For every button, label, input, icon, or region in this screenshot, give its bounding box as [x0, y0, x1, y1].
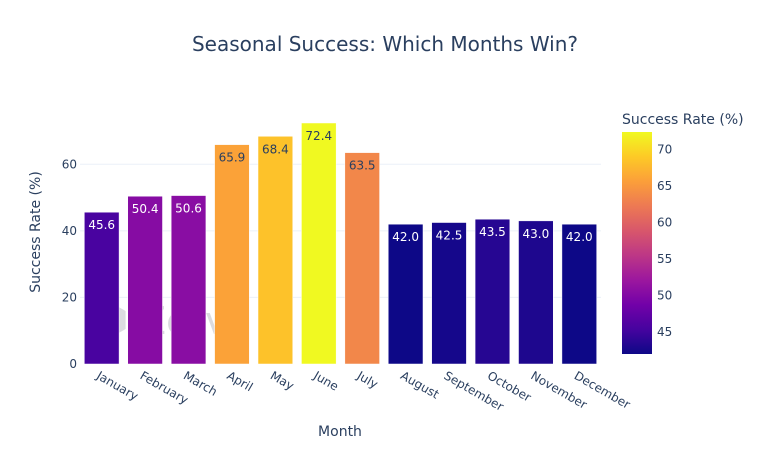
bar-value-label: 63.5	[349, 159, 376, 173]
y-tick-label: 60	[62, 157, 77, 171]
bar-december[interactable]	[561, 223, 597, 365]
bar-value-label: 43.5	[479, 225, 506, 239]
colorbar-tick-label: 65	[657, 179, 672, 193]
bar-june[interactable]	[301, 122, 337, 365]
y-axis-label: Success Rate (%)	[28, 171, 44, 293]
colorbar-tick-label: 45	[657, 325, 672, 339]
colorbar-tick-label: 50	[657, 289, 672, 303]
colorbar-gradient	[622, 132, 652, 354]
bar-september[interactable]	[431, 222, 467, 365]
x-tick-label: January	[93, 368, 140, 403]
bar-may[interactable]	[257, 136, 293, 365]
bar-august[interactable]	[388, 223, 424, 365]
bar-value-label: 68.4	[262, 142, 289, 156]
bar-value-label: 50.6	[175, 202, 202, 216]
bar-value-label: 43.0	[523, 227, 550, 241]
x-tick-label: June	[310, 368, 341, 394]
colorbar-tick-label: 55	[657, 252, 672, 266]
bar-february[interactable]	[127, 195, 163, 365]
gridlines	[80, 163, 601, 298]
bar-value-label: 72.4	[305, 129, 332, 143]
y-tick-label: 0	[69, 357, 77, 371]
x-tick-label: April	[224, 368, 255, 394]
colorbar-tick-label: 70	[657, 143, 672, 157]
y-tick-label: 40	[62, 224, 77, 238]
bar-value-label: 45.6	[88, 218, 115, 232]
bar-march[interactable]	[170, 195, 207, 365]
bars	[84, 122, 597, 365]
bar-november[interactable]	[518, 220, 554, 365]
bar-value-label: 50.4	[132, 202, 159, 216]
y-tick-label: 20	[62, 290, 77, 304]
colorbar-ticks: 45 50 55 60 65 70	[657, 143, 672, 340]
bar-july[interactable]	[344, 152, 380, 365]
bar-value-label: 42.5	[436, 229, 463, 243]
x-tick-label: July	[354, 368, 381, 391]
bar-april[interactable]	[214, 144, 250, 365]
x-tick-label: May	[268, 368, 296, 393]
y-axis-ticks: 0 20 40 60	[62, 157, 77, 371]
bar-value-label: 42.0	[392, 230, 419, 244]
x-tick-label: February	[138, 368, 191, 407]
colorbar: Success Rate (%) 45 50 55 60 65 70	[622, 112, 744, 354]
colorbar-tick-label: 60	[657, 216, 672, 230]
colorbar-title: Success Rate (%)	[622, 112, 744, 128]
bar-october[interactable]	[474, 218, 511, 365]
bar-value-label: 65.9	[219, 151, 246, 165]
x-tick-label: August	[398, 368, 442, 401]
chart-title: Seasonal Success: Which Months Win?	[192, 32, 578, 56]
bar-value-label: 42.0	[566, 230, 593, 244]
bar-january[interactable]	[84, 211, 120, 365]
x-axis-label: Month	[318, 424, 362, 440]
bar-value-labels: 45.6 50.4 50.6 65.9 68.4 72.4 63.5 42.0 42.5 43.5…	[88, 129, 592, 244]
